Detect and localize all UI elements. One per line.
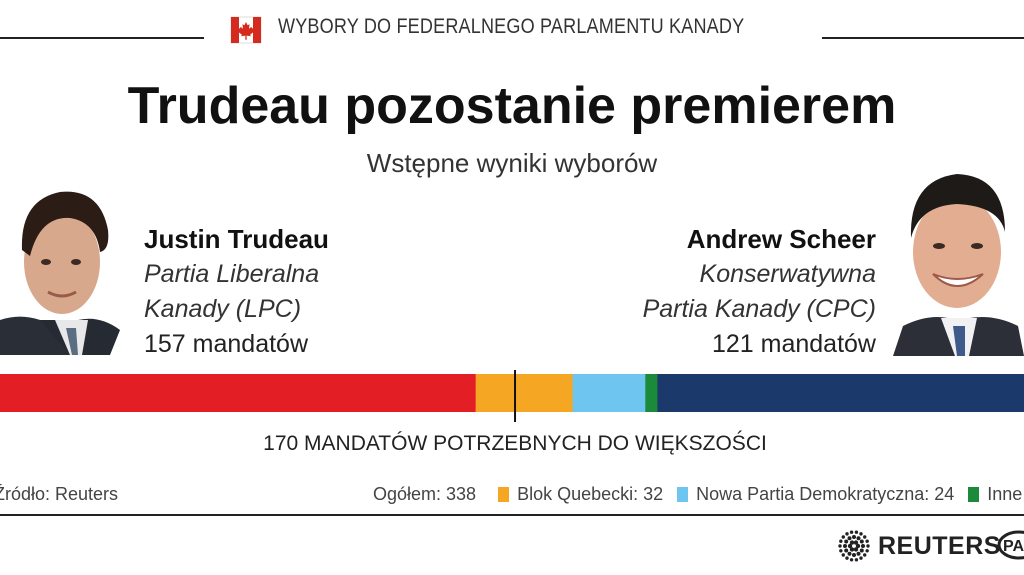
logo-dot	[853, 547, 859, 552]
scheer-portrait	[893, 166, 1024, 356]
logo-dot	[849, 558, 854, 562]
logo-dot	[839, 539, 843, 543]
logo-dot	[841, 535, 845, 539]
pap-wordmark: PAP	[1003, 538, 1024, 555]
legend-swatch-ndp	[677, 487, 689, 502]
bar-segment-3	[645, 374, 658, 412]
logo-dot	[844, 548, 849, 553]
candidate-left-party-line1: Partia Liberalna	[144, 260, 320, 288]
logo-dot	[859, 539, 864, 544]
majority-label: 170 MANDATÓW POTRZEBNYCH DO WIĘKSZOŚCI	[263, 432, 767, 455]
pap-logo: PAP	[997, 530, 1024, 560]
candidate-left: Justin Trudeau Partia Liberalna Kanady (…	[144, 222, 329, 362]
logo-dot	[863, 535, 867, 539]
logo-dot	[865, 549, 869, 553]
logo-dot	[854, 558, 859, 562]
logo-dot	[847, 536, 852, 541]
reuters-wordmark: REUTERS	[878, 531, 1001, 560]
legend-label-other: Inne	[987, 484, 1023, 504]
legend-label-bq: Blok Quebecki: 32	[517, 484, 664, 504]
legend-total-label: Ogółem: 338	[373, 484, 477, 504]
reuters-dots-logo	[838, 530, 870, 562]
logo-dot	[845, 532, 849, 536]
logo-dot	[852, 535, 856, 539]
candidate-left-name: Justin Trudeau	[144, 224, 329, 254]
logo-dot	[838, 544, 842, 548]
page-subtitle: Wstępne wyniki wyborów	[366, 148, 658, 178]
logo-dot	[866, 544, 870, 548]
candidate-left-seats: 157 mandatów	[144, 330, 309, 358]
header-rule-right	[822, 37, 1024, 39]
legend-item-other: Inne	[968, 484, 1022, 505]
candidate-left-party-line2: Kanady (LPC)	[144, 295, 302, 323]
logo-dot	[852, 553, 856, 557]
legend-total: Ogółem: 338	[373, 484, 476, 505]
logo-dot	[853, 540, 859, 545]
candidate-right: Andrew Scheer Konserwatywna Partia Kanad…	[643, 222, 876, 362]
logo-dot	[847, 543, 853, 549]
logo-dot	[859, 532, 863, 536]
legend-swatch-bq	[498, 487, 510, 502]
legend: Ogółem: 338 Blok Quebecki: 32 Nowa Parti…	[373, 484, 1024, 505]
logo-dot	[849, 547, 855, 552]
logo-dot	[859, 556, 863, 560]
bar-segment-4	[657, 374, 1024, 412]
logo-dot	[865, 539, 869, 543]
trudeau-portrait	[0, 170, 136, 355]
logo-dot	[861, 544, 865, 548]
logo-dot	[849, 540, 855, 545]
logo-dot	[859, 548, 864, 553]
logo-dot	[854, 530, 859, 534]
kicker: WYBORY DO FEDERALNEGO PARLAMENTU KANADY	[278, 15, 745, 38]
logo-dot	[856, 536, 861, 541]
logo-dot	[863, 553, 867, 557]
reuters-logo: REUTERS	[836, 528, 1001, 564]
footer-rule	[0, 514, 1024, 516]
candidate-right-seats: 121 mandatów	[711, 330, 876, 358]
bar-segment-1	[475, 374, 574, 412]
bar-segment-2	[572, 374, 646, 412]
candidate-right-party-line1: Konserwatywna	[699, 260, 876, 288]
legend-item-bq: Blok Quebecki: 32	[498, 484, 663, 505]
candidate-right-name: Andrew Scheer	[686, 224, 876, 254]
logo-dot	[843, 544, 847, 548]
logo-dot	[844, 539, 849, 544]
logo-dot	[841, 553, 845, 557]
legend-item-ndp: Nowa Partia Demokratyczna: 24	[677, 484, 954, 505]
legend-swatch-other	[968, 487, 980, 502]
source-note: Źródło: Reuters	[0, 484, 119, 504]
logo-dot	[855, 543, 861, 549]
header-rule-left	[0, 37, 204, 39]
seat-bar-chart	[0, 370, 1024, 422]
logo-dot	[856, 551, 861, 556]
canada-flag-icon	[230, 16, 262, 44]
legend-label-ndp: Nowa Partia Demokratyczna: 24	[696, 484, 955, 504]
logo-dot	[847, 551, 852, 556]
page-title: Trudeau pozostanie premierem	[127, 77, 897, 135]
logo-dot	[845, 556, 849, 560]
logo-dot	[849, 530, 854, 534]
logo-dot	[839, 549, 843, 553]
candidate-right-party-line2: Partia Kanady (CPC)	[642, 295, 876, 323]
bar-segment-0	[0, 374, 477, 412]
